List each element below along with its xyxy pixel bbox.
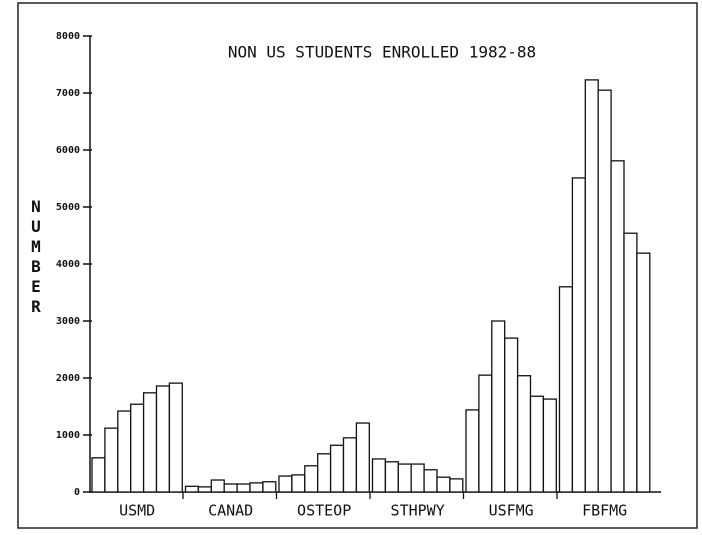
bar bbox=[184, 485, 200, 493]
y-tick-label: 8000 bbox=[56, 31, 80, 42]
bar bbox=[397, 463, 412, 493]
bar bbox=[262, 481, 277, 493]
bar bbox=[223, 483, 238, 493]
bar bbox=[623, 232, 638, 493]
bar bbox=[329, 444, 345, 493]
bar bbox=[91, 457, 106, 493]
bar bbox=[384, 461, 399, 493]
bar bbox=[610, 160, 625, 493]
bar bbox=[449, 478, 464, 493]
bar bbox=[584, 79, 599, 493]
bar bbox=[155, 385, 171, 493]
bar bbox=[197, 486, 212, 493]
x-tick-label: STHPWY bbox=[391, 502, 445, 520]
y-tick-label: 3000 bbox=[56, 316, 80, 327]
bar bbox=[317, 453, 332, 493]
y-tick-label: 0 bbox=[74, 487, 80, 498]
bar bbox=[558, 286, 574, 493]
bar bbox=[636, 252, 651, 493]
bar bbox=[491, 320, 506, 493]
bar bbox=[423, 469, 438, 493]
bar bbox=[529, 395, 545, 493]
bar bbox=[465, 409, 480, 493]
bar bbox=[278, 475, 293, 493]
bar bbox=[117, 410, 132, 493]
bar bbox=[291, 474, 306, 493]
x-tick-label: FBFMG bbox=[582, 502, 627, 520]
x-tick-label: CANAD bbox=[208, 502, 253, 520]
bar bbox=[371, 458, 387, 493]
y-tick-label: 2000 bbox=[56, 373, 80, 384]
y-tick-label: 1000 bbox=[56, 430, 80, 441]
bar bbox=[304, 465, 319, 493]
bar bbox=[410, 463, 425, 493]
bar bbox=[436, 476, 451, 493]
bar bbox=[571, 177, 586, 493]
bar bbox=[542, 398, 557, 493]
y-tick-label: 4000 bbox=[56, 259, 80, 270]
bar bbox=[355, 422, 370, 493]
y-tick-label: 5000 bbox=[56, 202, 80, 213]
bar bbox=[249, 482, 264, 493]
bar bbox=[504, 337, 519, 493]
x-tick-label: OSTEOP bbox=[297, 502, 351, 520]
x-tick-label: USMD bbox=[119, 502, 155, 520]
bar bbox=[597, 89, 612, 493]
bar bbox=[516, 375, 532, 493]
y-tick-label: 6000 bbox=[56, 145, 80, 156]
bar bbox=[342, 437, 358, 493]
frame bbox=[17, 2, 698, 529]
bar bbox=[168, 382, 183, 493]
bar bbox=[104, 427, 119, 493]
bar bbox=[478, 374, 493, 493]
bar bbox=[130, 403, 145, 493]
y-tick-label: 7000 bbox=[56, 88, 80, 99]
bar bbox=[236, 483, 251, 493]
bar bbox=[142, 392, 158, 493]
chart-title: NON US STUDENTS ENROLLED 1982-88 bbox=[228, 43, 536, 62]
bar bbox=[210, 479, 225, 493]
x-tick-label: USFMG bbox=[489, 502, 534, 520]
